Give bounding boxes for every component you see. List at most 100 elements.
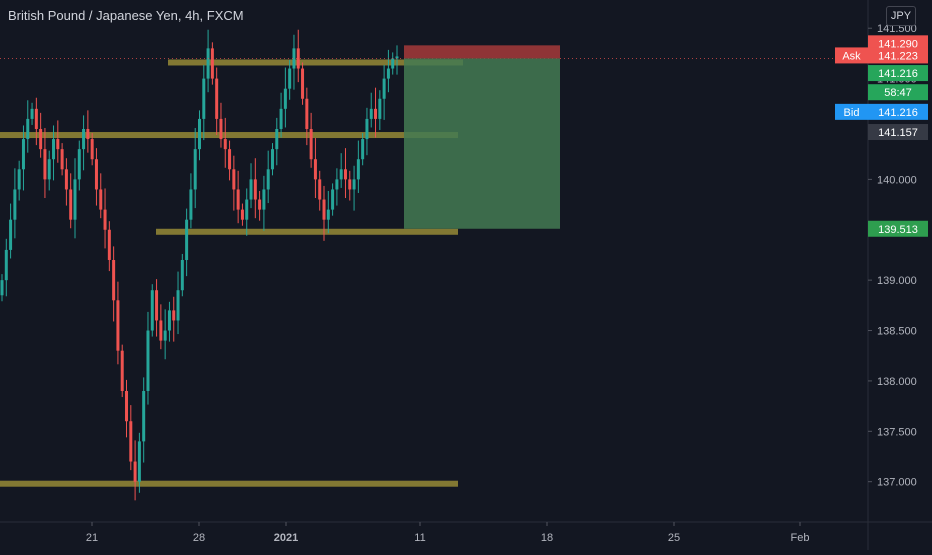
candle-body	[249, 179, 253, 200]
candle-body	[133, 461, 137, 482]
candle-body	[202, 78, 206, 119]
candle-body	[77, 149, 81, 180]
prev-price-tag-text: 141.157	[878, 127, 918, 139]
y-tick-label: 137.000	[877, 477, 917, 489]
candle-body	[288, 68, 292, 89]
levels-layer	[0, 59, 463, 487]
x-tick-label: 18	[541, 532, 553, 544]
candle-body	[361, 139, 365, 160]
chart-title: British Pound / Japanese Yen, 4h, FXCM	[8, 8, 244, 23]
y-tick-label: 139.000	[877, 275, 917, 287]
candle-body	[0, 280, 4, 296]
candle-body	[103, 209, 107, 230]
bid-label-tag: Bid	[835, 103, 868, 120]
candle-body	[245, 199, 249, 220]
candle-body	[292, 48, 296, 69]
candle-body	[343, 169, 347, 180]
candle-body	[163, 330, 167, 341]
candle-body	[326, 209, 330, 220]
candle-body	[232, 169, 236, 190]
target-price-tag-text: 139.513	[878, 224, 918, 236]
candle-body	[129, 421, 133, 462]
prev-price-tag-bg	[868, 124, 928, 141]
candle-body	[193, 149, 197, 190]
stop-loss-zone	[404, 45, 560, 59]
candle-body	[21, 139, 25, 170]
x-tick-label: 21	[86, 532, 98, 544]
candle-body	[270, 149, 274, 170]
candle-body	[386, 68, 390, 79]
y-tick-label: 141.500	[877, 23, 917, 35]
candle-body	[86, 128, 90, 140]
candle-body	[9, 219, 13, 250]
candle-body	[301, 68, 305, 99]
candle-body	[283, 88, 287, 109]
candle-body	[176, 290, 180, 321]
price-tags-layer: 141.290 Ask 141.223 141.216 58:47 Bid 141.216 1…	[835, 35, 928, 237]
candle-body	[369, 108, 373, 119]
candles-layer	[0, 29, 399, 501]
candle-body	[215, 78, 219, 119]
candle-body	[94, 159, 98, 190]
candle-body	[305, 98, 309, 129]
candle-body	[365, 118, 369, 140]
candle-body	[206, 48, 210, 79]
trade-box-layer	[0, 45, 868, 229]
candle-body	[382, 78, 386, 99]
candle-body	[339, 169, 343, 180]
candle-body	[331, 189, 335, 210]
candle-body	[348, 179, 352, 190]
horizontal-level	[156, 228, 458, 235]
candle-body	[120, 350, 124, 391]
candle-body	[172, 310, 176, 321]
candle-body	[322, 199, 326, 220]
candle-body	[60, 149, 64, 170]
horizontal-level	[0, 480, 458, 487]
candle-body	[52, 139, 56, 160]
y-tick-label: 138.500	[877, 326, 917, 338]
current-price-tag-text: 141.216	[878, 68, 918, 80]
candle-body	[146, 330, 150, 391]
candle-body	[99, 189, 103, 210]
y-tick-label: 137.500	[877, 426, 917, 438]
x-tick-label: Feb	[791, 532, 810, 544]
candle-body	[236, 189, 240, 210]
candle-body	[228, 149, 232, 170]
candle-body	[356, 159, 360, 180]
bid-price-tag-text: 141.216	[878, 107, 918, 119]
bid-label-tag-bg	[835, 103, 868, 120]
countdown-tag-bg	[868, 84, 928, 101]
candle-body	[90, 139, 94, 160]
prev-price-tag: 141.157	[868, 124, 928, 141]
candle-body	[125, 390, 129, 422]
candle-body	[266, 169, 270, 190]
bid-label-tag-text: Bid	[844, 107, 860, 119]
candle-body	[352, 179, 356, 190]
x-tick-label: 25	[668, 532, 680, 544]
candle-body	[279, 108, 283, 129]
candle-body	[107, 229, 111, 260]
candle-body	[142, 390, 146, 442]
candle-body	[150, 290, 154, 331]
target-price-tag-bg	[868, 220, 928, 237]
horizontal-level	[168, 59, 463, 66]
currency-button[interactable]: JPY	[886, 6, 916, 26]
candle-body	[159, 320, 163, 341]
candle-body	[4, 249, 8, 281]
candle-body	[296, 48, 300, 69]
countdown-tag: 58:47	[868, 84, 928, 101]
ask-price-tag: 141.223	[868, 47, 928, 64]
ask-price-tag-text: 141.223	[878, 50, 918, 62]
candle-body	[185, 219, 189, 260]
candle-body	[210, 48, 214, 79]
candle-body	[69, 189, 73, 220]
candle-body	[262, 189, 266, 210]
candle-body	[253, 179, 257, 200]
ask-label-tag: Ask	[835, 47, 868, 64]
stop-price-tag-text: 141.290	[878, 38, 918, 50]
horizontal-level	[0, 132, 458, 139]
candle-body	[167, 310, 171, 331]
candle-body	[223, 139, 227, 150]
